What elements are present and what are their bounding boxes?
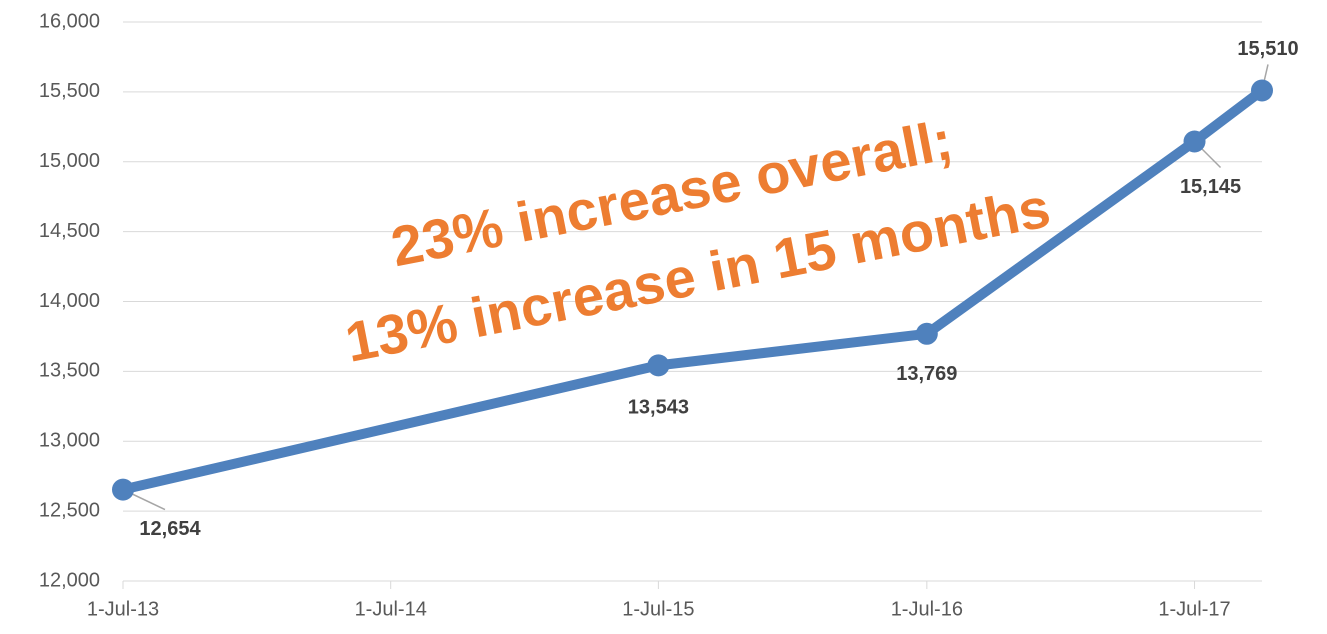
- y-tick-label: 12,500: [39, 499, 100, 521]
- y-tick-label: 13,500: [39, 360, 100, 382]
- data-point: [1251, 79, 1273, 102]
- x-tick-label: 1-Jul-13: [87, 598, 159, 620]
- x-tick-label: 1-Jul-14: [355, 598, 427, 620]
- plot-area: 12,000 12,500 13,000 13,500 14,000 14,500 15,0…: [39, 10, 1299, 620]
- data-point: [112, 478, 134, 501]
- data-point: [915, 322, 938, 345]
- y-tick-label: 15,500: [39, 80, 100, 102]
- y-tick-label: 12,000: [39, 569, 100, 591]
- data-label: 12,654: [139, 518, 201, 540]
- y-tick-label: 15,000: [39, 150, 100, 172]
- annotation-group: 23% increase overall; 13% increase in 15…: [340, 108, 1055, 374]
- y-tick-label: 14,500: [39, 220, 100, 242]
- data-label: 15,145: [1180, 176, 1241, 198]
- data-label: 13,769: [896, 363, 957, 385]
- x-tick-label: 1-Jul-15: [622, 598, 694, 620]
- y-tick-label: 16,000: [39, 10, 100, 32]
- data-label: 15,510: [1237, 38, 1298, 60]
- x-tick-label: 1-Jul-16: [891, 598, 963, 620]
- x-tick-label: 1-Jul-17: [1158, 598, 1230, 620]
- data-label: 13,543: [628, 397, 689, 419]
- y-tick-label: 14,000: [39, 290, 100, 312]
- y-tick-label: 13,000: [39, 430, 100, 452]
- data-point: [647, 354, 670, 377]
- data-point: [1183, 130, 1206, 153]
